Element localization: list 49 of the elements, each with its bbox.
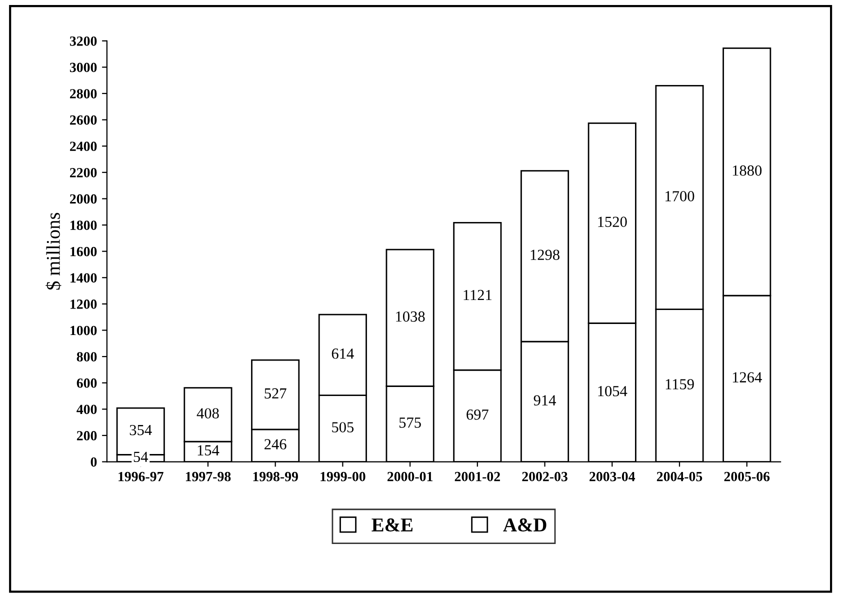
data-label: 697 <box>466 409 488 420</box>
y-tick-label: 600 <box>76 378 97 388</box>
y-tick-label: 200 <box>76 431 97 440</box>
data-label: 1264 <box>732 372 762 382</box>
data-label: 1880 <box>732 165 762 176</box>
y-tick-label: 1000 <box>70 326 97 336</box>
data-label: 1054 <box>598 386 628 396</box>
data-label: 505 <box>332 422 354 432</box>
y-axis-title: $ millions <box>46 212 62 290</box>
y-tick-label: 1200 <box>70 300 97 309</box>
y-tick-label: 3000 <box>70 62 97 72</box>
x-tick-label: 2001-02 <box>454 472 500 482</box>
data-label: 1121 <box>464 290 492 300</box>
y-tick-label: 1400 <box>70 273 97 283</box>
y-tick-label: 2600 <box>70 115 97 125</box>
data-label: 246 <box>264 439 286 450</box>
y-tick-label: 400 <box>76 404 97 414</box>
x-tick-label: 2002-03 <box>522 472 568 482</box>
data-label: 354 <box>130 424 152 436</box>
legend-label: A&D <box>503 518 546 532</box>
data-label: 1700 <box>666 191 694 202</box>
data-label: 1298 <box>530 250 560 260</box>
y-tick-label: 3200 <box>70 36 97 46</box>
y-tick-label: 2000 <box>70 194 97 204</box>
data-label: 408 <box>196 408 219 419</box>
x-tick-label: 2003-04 <box>590 472 636 482</box>
x-tick-label: 1998-99 <box>253 472 298 482</box>
y-tick-label: 2800 <box>70 89 97 98</box>
data-label: 1038 <box>396 311 425 322</box>
y-tick-label: 2400 <box>70 142 97 152</box>
x-tick-label: 1996-97 <box>118 472 164 482</box>
legend-label: E&E <box>372 518 412 532</box>
y-tick-label: 800 <box>76 352 97 362</box>
data-label: 1520 <box>598 216 627 227</box>
x-tick-label: 2005-06 <box>724 472 770 482</box>
y-tick-label: 0 <box>90 457 97 467</box>
data-label: 1159 <box>666 379 694 390</box>
data-label: 154 <box>198 445 220 456</box>
y-tick-label: 1800 <box>70 220 97 230</box>
data-label: 575 <box>399 418 421 428</box>
data-label: 527 <box>264 388 286 399</box>
x-tick-label: 1999-00 <box>320 472 366 482</box>
x-tick-label: 2004-05 <box>656 472 702 482</box>
data-label: 614 <box>332 348 354 359</box>
y-tick-label: 1600 <box>70 246 97 256</box>
data-label: 914 <box>534 395 556 406</box>
x-tick-label: 1997-98 <box>186 472 231 482</box>
y-tick-label: 2200 <box>70 168 97 178</box>
x-tick-label: 2000-01 <box>387 472 432 482</box>
